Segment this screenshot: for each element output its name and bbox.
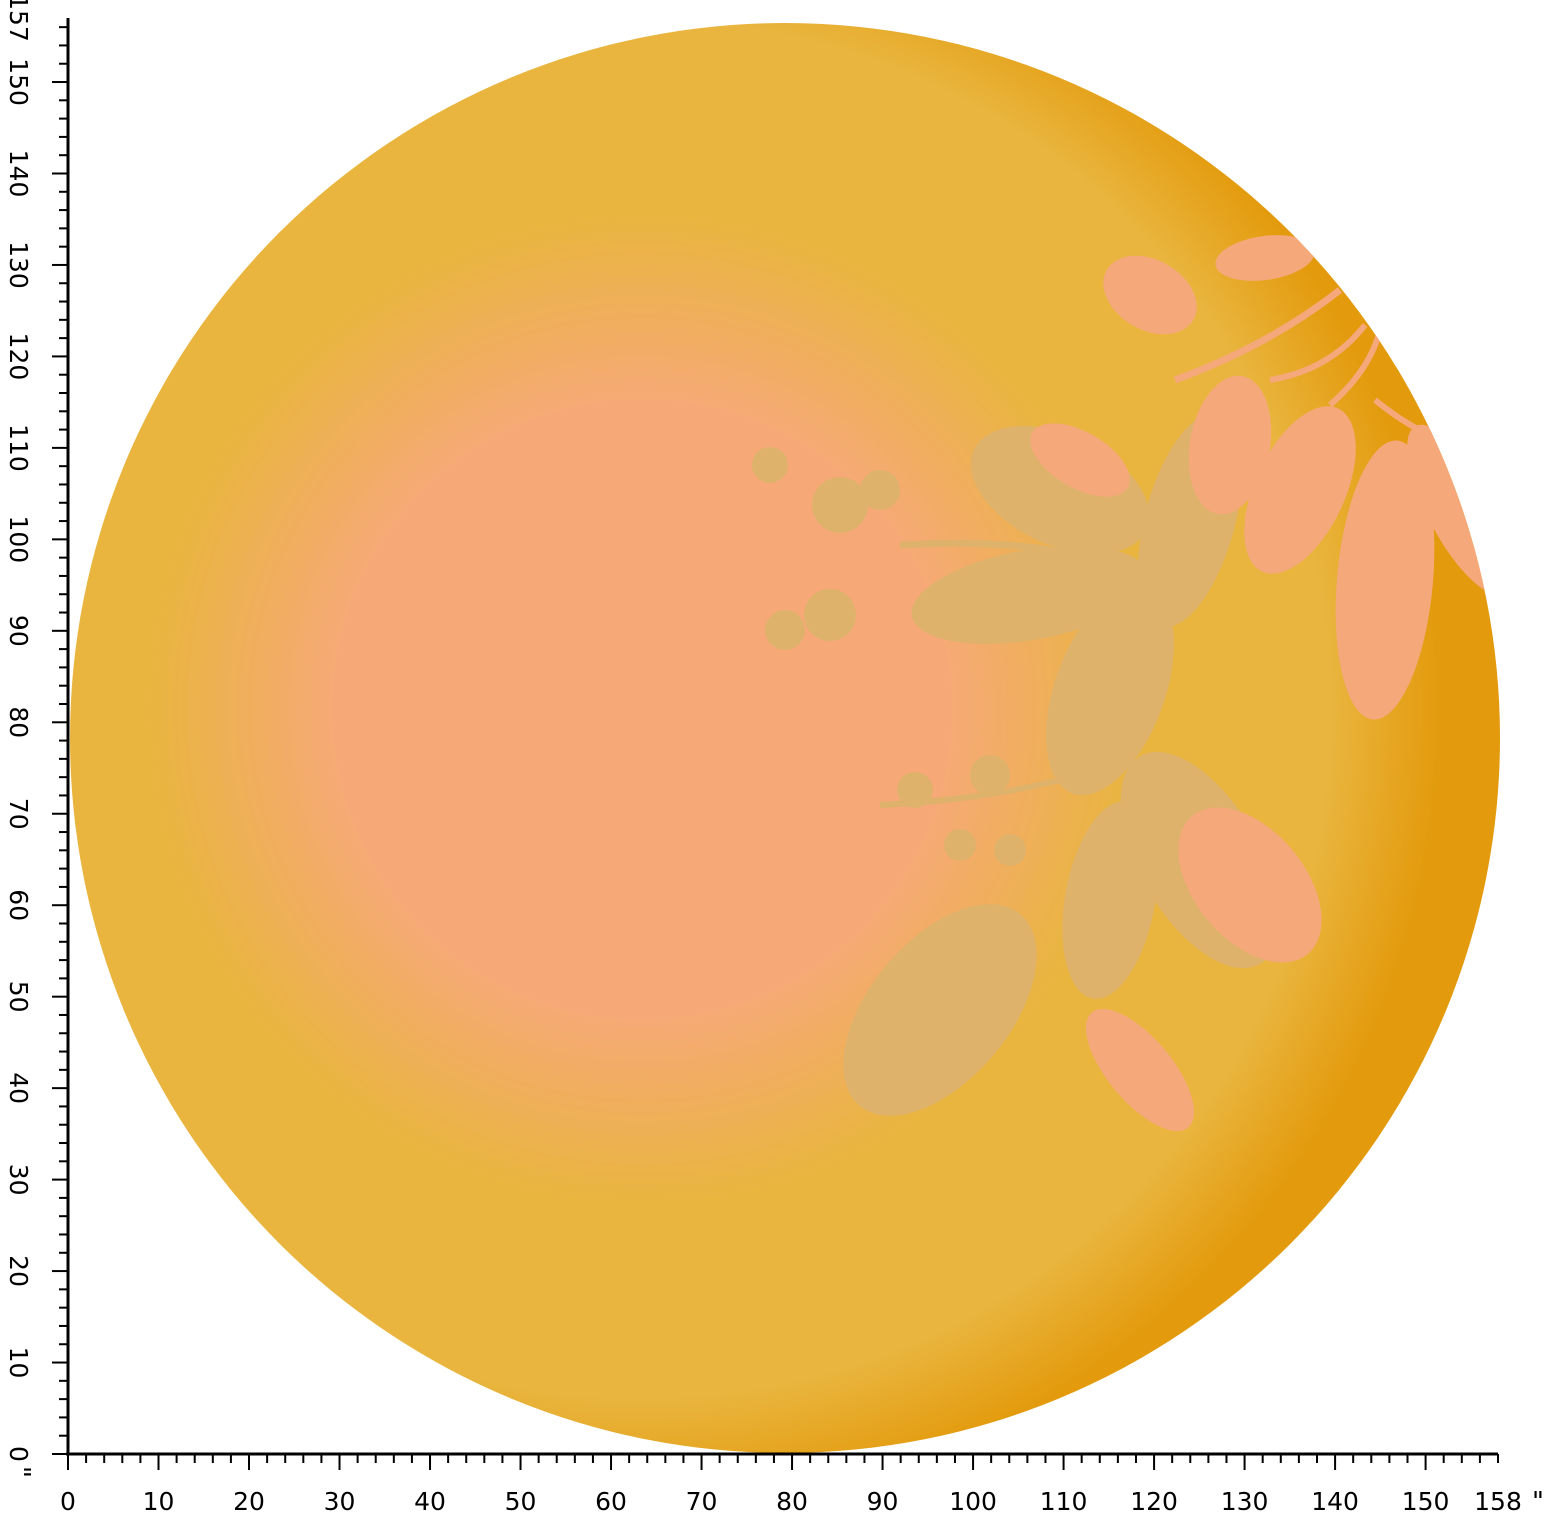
vertical-ruler-label: 100 [4, 515, 33, 563]
vertical-ruler-label: 130 [4, 241, 33, 289]
horizontal-ruler-label: 70 [686, 1487, 718, 1515]
vertical-ruler-label: 50 [4, 981, 33, 1013]
horizontal-ruler-label: 20 [233, 1487, 265, 1515]
stem [1269, 323, 1368, 383]
horizontal-ruler-label: 110 [1040, 1487, 1088, 1515]
bud [765, 610, 805, 650]
horizontal-ruler-label: 50 [505, 1487, 537, 1515]
vertical-ruler-label: 70 [4, 798, 33, 830]
stem [1173, 287, 1343, 384]
horizontal-ruler-label: 80 [776, 1487, 808, 1515]
leaf [1188, 375, 1272, 515]
horizontal-ruler-label: 150 [1402, 1487, 1450, 1515]
leaf [1046, 584, 1174, 796]
horizontal-ruler-labels: 0 10 20 30 40 50 60 70 80 90 100 110 120 130 140 150 158 [60, 1487, 1522, 1515]
stem [899, 539, 1051, 554]
stem [1373, 397, 1422, 433]
bud [944, 829, 976, 861]
vertical-ruler-label: 60 [4, 889, 33, 921]
vertical-ruler-label: 10 [4, 1347, 33, 1379]
foliage-pattern [752, 235, 1500, 1132]
vertical-ruler-label: 157 [4, 0, 33, 42]
leaf [843, 904, 1037, 1116]
bud [812, 477, 868, 533]
vertical-ruler-label: 90 [4, 615, 33, 647]
bud [860, 470, 900, 510]
vertical-ruler-label: 120 [4, 333, 33, 381]
vertical-ruler-label: 110 [4, 424, 33, 472]
bud [804, 589, 856, 641]
horizontal-ruler-label: 140 [1311, 1487, 1359, 1515]
horizontal-ruler-ticks [67, 1454, 1499, 1470]
horizontal-ruler-label: 100 [949, 1487, 997, 1515]
leaf [1103, 255, 1197, 335]
bud [994, 834, 1026, 866]
horizontal-ruler-label: 90 [867, 1487, 899, 1515]
leaf [1062, 801, 1158, 999]
vertical-ruler-label: 0 [4, 1446, 33, 1462]
horizontal-ruler-label: 120 [1130, 1487, 1178, 1515]
horizontal-ruler-label: 30 [324, 1487, 356, 1515]
vertical-ruler-ticks [52, 26, 68, 1455]
vertical-unit-label: " [5, 1466, 35, 1478]
horizontal-ruler-label: 40 [414, 1487, 446, 1515]
horizontal-ruler-label: 60 [595, 1487, 627, 1515]
leaf [1244, 406, 1356, 574]
horizontal-ruler-label: 158 [1474, 1487, 1522, 1515]
dimension-ruler: 0 10 20 30 40 50 60 70 80 90 100 110 120 130 140 150 158… [4, 0, 1544, 1515]
leaf [1178, 807, 1322, 963]
vertical-ruler-label: 80 [4, 706, 33, 738]
horizontal-ruler-label: 0 [60, 1487, 76, 1515]
vertical-ruler-label: 150 [4, 58, 33, 106]
leaf [1335, 440, 1435, 720]
horizontal-unit-label: " [1532, 1487, 1544, 1515]
leaf [1085, 1008, 1195, 1132]
vertical-ruler-label: 140 [4, 150, 33, 198]
vertical-ruler-label: 20 [4, 1255, 33, 1287]
round-rug [70, 23, 1500, 1453]
leaf [1030, 423, 1130, 497]
leaf [1215, 235, 1315, 281]
vertical-ruler-labels: 0 10 20 30 40 50 60 70 80 90 100 110 120 130 140 150 157 [4, 0, 33, 1462]
vertical-ruler-label: 30 [4, 1164, 33, 1196]
horizontal-ruler-label: 130 [1221, 1487, 1269, 1515]
bud [752, 447, 788, 483]
light-leaves [1030, 235, 1500, 1132]
vertical-ruler-label: 40 [4, 1072, 33, 1104]
stem [879, 777, 1061, 808]
bud [970, 755, 1010, 795]
horizontal-ruler-label: 10 [143, 1487, 175, 1515]
